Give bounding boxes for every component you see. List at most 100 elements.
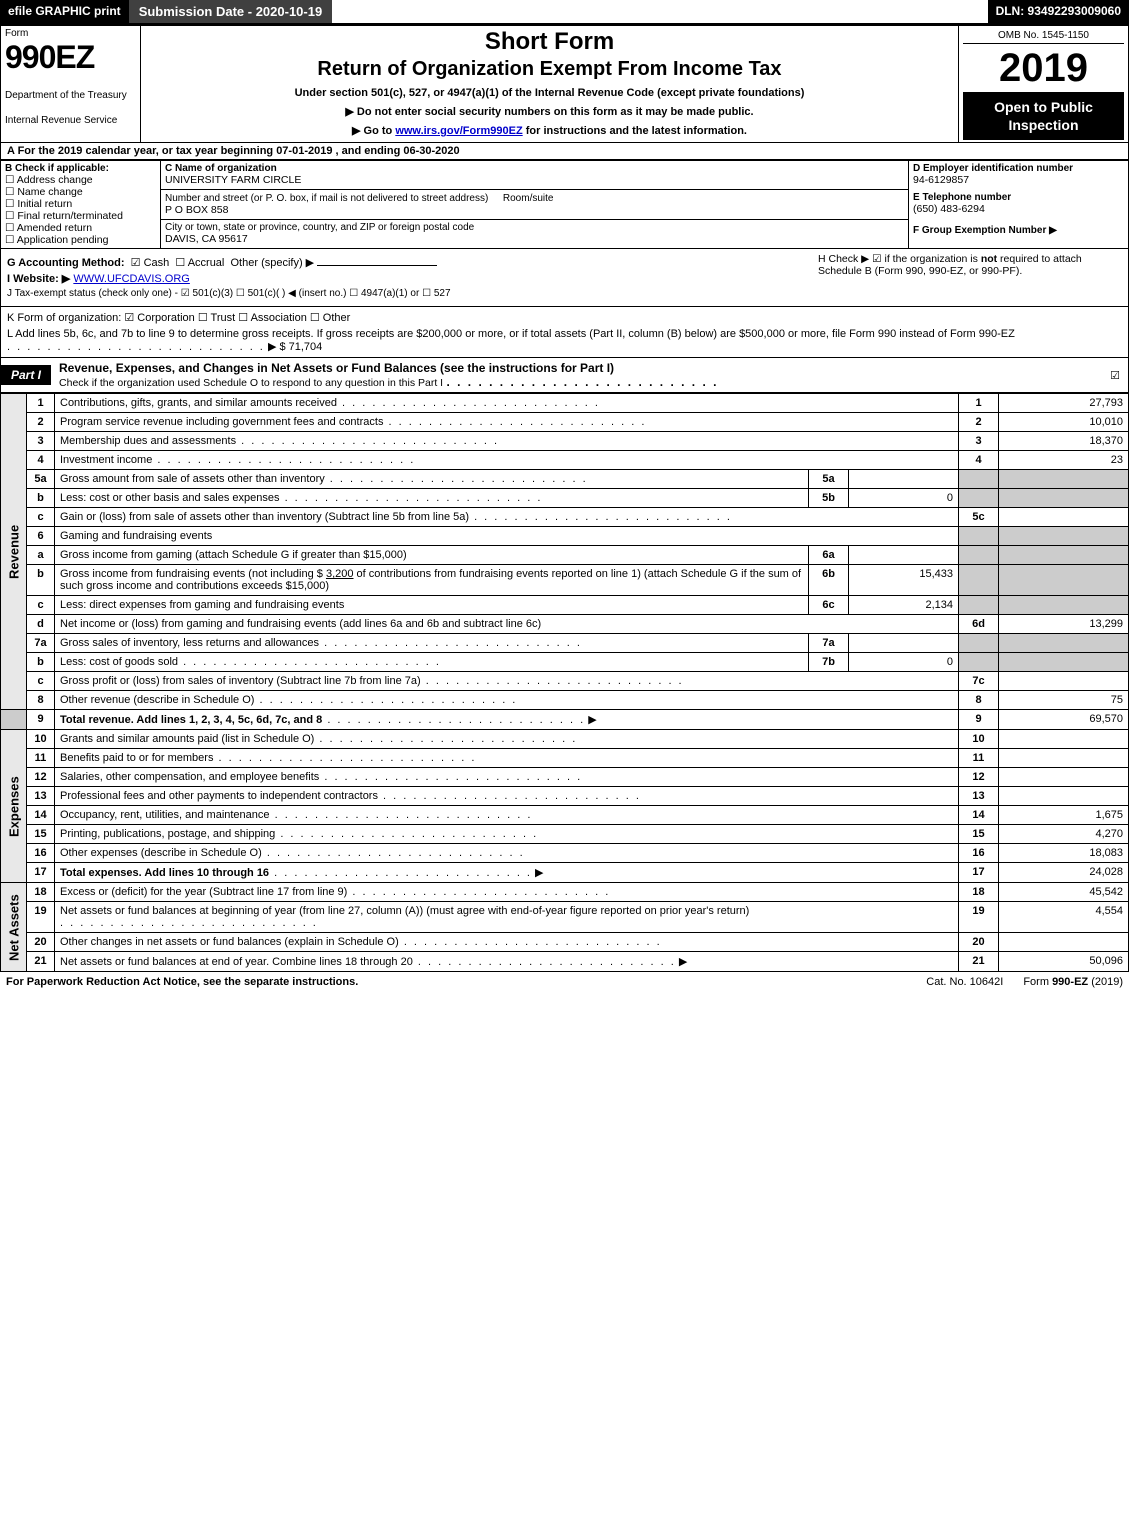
- ln3-desc: Membership dues and assessments: [60, 435, 236, 447]
- website-link[interactable]: WWW.UFCDAVIS.ORG: [73, 273, 190, 285]
- ln21-marker: ▶: [679, 956, 687, 968]
- city-value: DAVIS, CA 95617: [165, 233, 904, 245]
- efile-print-button[interactable]: efile GRAPHIC print: [0, 0, 129, 23]
- row-16: 16 Other expenses (describe in Schedule …: [1, 844, 1129, 863]
- c-name-cell: C Name of organization UNIVERSITY FARM C…: [161, 161, 909, 190]
- form-word: Form: [5, 28, 136, 39]
- ln9-desc: Total revenue. Add lines 1, 2, 3, 4, 5c,…: [60, 714, 322, 726]
- ln13-desc: Professional fees and other payments to …: [60, 790, 378, 802]
- ln6b-excl: 3,200: [326, 568, 354, 580]
- irs-label: Internal Revenue Service: [5, 115, 136, 126]
- form-number: 990EZ: [5, 39, 136, 76]
- h-not: not: [981, 253, 997, 265]
- ln5b-sub: 5b: [809, 489, 849, 508]
- form-id-cell: Form 990EZ Department of the Treasury In…: [1, 26, 141, 143]
- cb-amended-return[interactable]: Amended return: [5, 222, 156, 234]
- row-6b: b Gross income from fundraising events (…: [1, 565, 1129, 596]
- part1-checkbox[interactable]: ☑: [1102, 366, 1128, 385]
- part1-tag: Part I: [1, 365, 51, 385]
- part1-header: Part I Revenue, Expenses, and Changes in…: [0, 358, 1129, 393]
- irs-link[interactable]: www.irs.gov/Form990EZ: [395, 125, 522, 137]
- ln1-rnum: 1: [959, 394, 999, 413]
- row-15: 15 Printing, publications, postage, and …: [1, 825, 1129, 844]
- ln21-rval: 50,096: [999, 952, 1129, 972]
- ln21-rnum: 21: [959, 952, 999, 972]
- tax-year: 2019: [963, 44, 1124, 92]
- row-6d: d Net income or (loss) from gaming and f…: [1, 615, 1129, 634]
- ln16-rval: 18,083: [999, 844, 1129, 863]
- ln7a-subval: [849, 634, 959, 653]
- g-cash[interactable]: Cash: [144, 257, 170, 269]
- footer: For Paperwork Reduction Act Notice, see …: [0, 972, 1129, 992]
- row-5c: c Gain or (loss) from sale of assets oth…: [1, 508, 1129, 527]
- row-7a: 7a Gross sales of inventory, less return…: [1, 634, 1129, 653]
- l-marker: ▶ $: [268, 341, 286, 353]
- short-form-title: Short Form: [145, 28, 954, 56]
- ln15-rnum: 15: [959, 825, 999, 844]
- g-accrual[interactable]: Accrual: [188, 257, 225, 269]
- row-2: 2 Program service revenue including gove…: [1, 413, 1129, 432]
- d-ein-label: D Employer identification number: [913, 163, 1124, 174]
- form-footer: Form 990-EZ (2019): [1023, 976, 1123, 988]
- ln2-desc: Program service revenue including govern…: [60, 416, 383, 428]
- ln19-rval: 4,554: [999, 902, 1129, 933]
- open-public-inspection: Open to Public Inspection: [963, 92, 1124, 140]
- ln9-rval: 69,570: [999, 710, 1129, 730]
- ln4-rnum: 4: [959, 451, 999, 470]
- ln6c-desc: Less: direct expenses from gaming and fu…: [60, 599, 344, 611]
- row-7c: c Gross profit or (loss) from sales of i…: [1, 672, 1129, 691]
- right-cell: OMB No. 1545-1150 2019 Open to Public In…: [959, 26, 1129, 143]
- part1-table: Revenue 1 Contributions, gifts, grants, …: [0, 393, 1129, 972]
- ln15-desc: Printing, publications, postage, and shi…: [60, 828, 275, 840]
- ln10-rval: [999, 730, 1129, 749]
- h-text1: H Check ▶ ☑ if the organization is: [818, 253, 981, 265]
- ln4-desc: Investment income: [60, 454, 152, 466]
- omb-number: OMB No. 1545-1150: [963, 28, 1124, 44]
- g-other[interactable]: Other (specify) ▶: [231, 257, 315, 269]
- cb-final-return[interactable]: Final return/terminated: [5, 210, 156, 222]
- ln5c-rnum: 5c: [959, 508, 999, 527]
- telephone-value: (650) 483-6294: [913, 203, 1124, 215]
- c-street-label: Number and street (or P. O. box, if mail…: [165, 193, 488, 204]
- netassets-vlabel: Net Assets: [1, 883, 27, 972]
- ln20-rnum: 20: [959, 933, 999, 952]
- ln8-desc: Other revenue (describe in Schedule O): [60, 694, 254, 706]
- cb-initial-return[interactable]: Initial return: [5, 198, 156, 210]
- ln6c-subval: 2,134: [849, 596, 959, 615]
- row-21: 21 Net assets or fund balances at end of…: [1, 952, 1129, 972]
- ln5a-shade: [959, 470, 999, 489]
- cb-application-pending[interactable]: Application pending: [5, 234, 156, 246]
- ln12-rnum: 12: [959, 768, 999, 787]
- street-value: P O BOX 858: [165, 204, 904, 216]
- ln21-desc: Net assets or fund balances at end of ye…: [60, 956, 413, 968]
- ln5a-subval: [849, 470, 959, 489]
- k-l-block: K Form of organization: ☑ Corporation ☐ …: [0, 307, 1129, 358]
- ln8-rval: 75: [999, 691, 1129, 710]
- row-17: 17 Total expenses. Add lines 10 through …: [1, 863, 1129, 883]
- cat-no: Cat. No. 10642I: [906, 976, 1023, 988]
- ln12-rval: [999, 768, 1129, 787]
- row-13: 13 Professional fees and other payments …: [1, 787, 1129, 806]
- f-group-label: F Group Exemption Number ▶: [913, 225, 1124, 236]
- ln6a-subval: [849, 546, 959, 565]
- row-14: 14 Occupancy, rent, utilities, and maint…: [1, 806, 1129, 825]
- ln19-rnum: 19: [959, 902, 999, 933]
- form-header: Form 990EZ Department of the Treasury In…: [0, 25, 1129, 143]
- ln7b-desc: Less: cost of goods sold: [60, 656, 178, 668]
- expenses-vlabel: Expenses: [1, 730, 27, 883]
- ln6d-rval: 13,299: [999, 615, 1129, 634]
- ln7a-desc: Gross sales of inventory, less returns a…: [60, 637, 319, 649]
- ln3-rval: 18,370: [999, 432, 1129, 451]
- ln10-desc: Grants and similar amounts paid (list in…: [60, 733, 314, 745]
- ln6b-subval: 15,433: [849, 565, 959, 596]
- cb-name-change[interactable]: Name change: [5, 186, 156, 198]
- ln5b-subval: 0: [849, 489, 959, 508]
- ln14-rval: 1,675: [999, 806, 1129, 825]
- title-cell: Short Form Return of Organization Exempt…: [141, 26, 959, 143]
- row-11: 11 Benefits paid to or for members 11: [1, 749, 1129, 768]
- row-19: 19 Net assets or fund balances at beginn…: [1, 902, 1129, 933]
- goto-line: ▶ Go to www.irs.gov/Form990EZ for instru…: [145, 124, 954, 137]
- cb-address-change[interactable]: Address change: [5, 174, 156, 186]
- row-4: 4 Investment income 4 23: [1, 451, 1129, 470]
- g-other-input[interactable]: [317, 265, 437, 266]
